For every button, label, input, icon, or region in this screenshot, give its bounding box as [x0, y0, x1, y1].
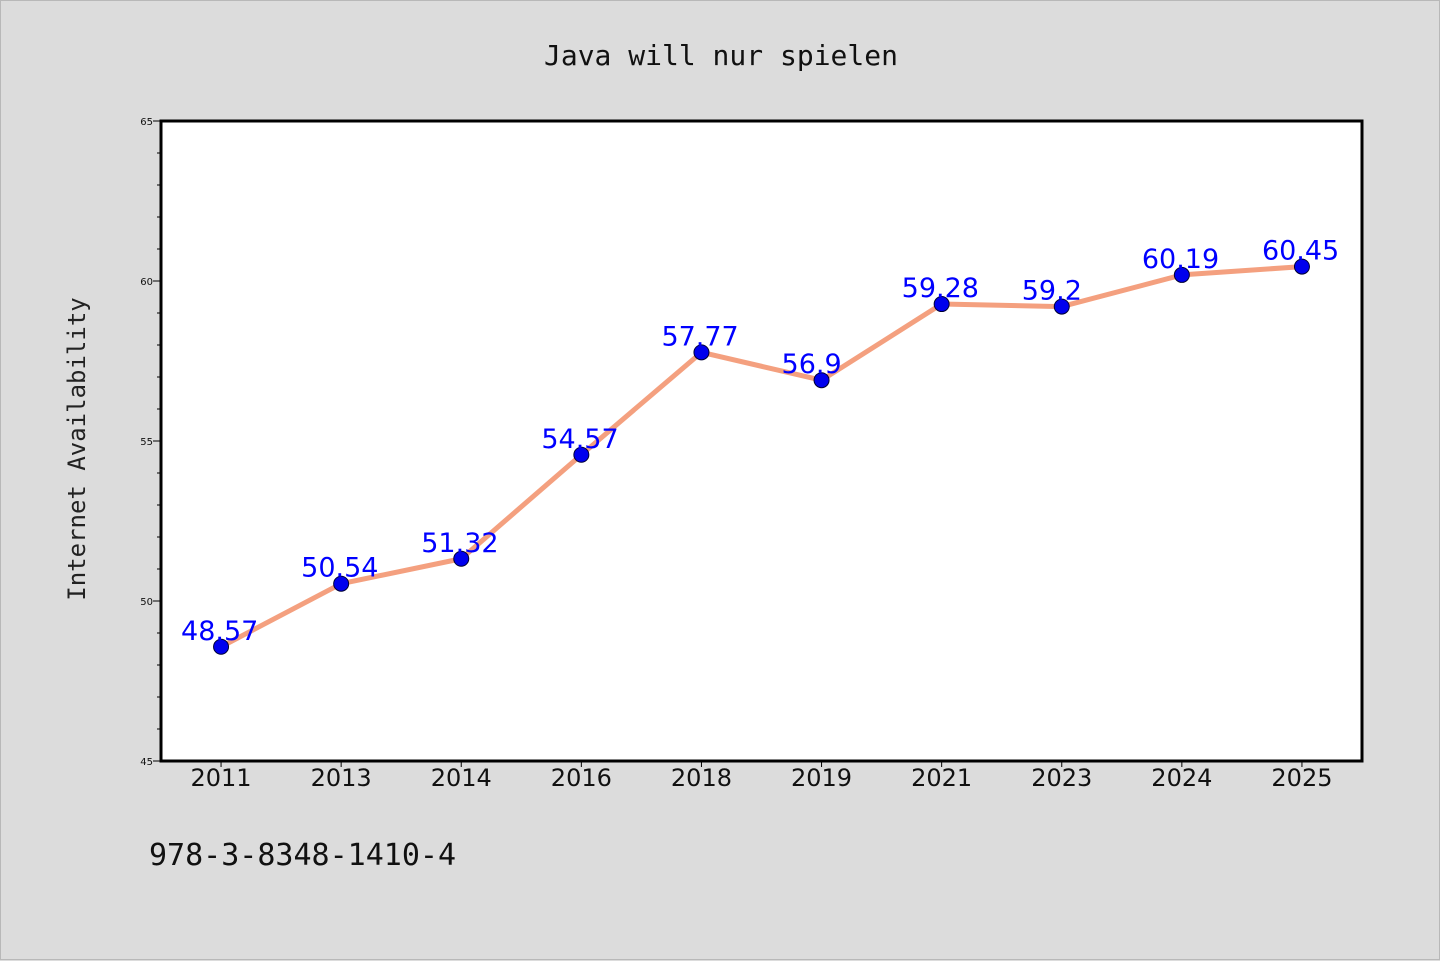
y-tick-label-0: 45	[140, 757, 153, 768]
data-point-2013	[333, 575, 350, 592]
data-label-2023: 59.2	[1022, 276, 1082, 307]
data-label-2021: 59.28	[902, 273, 979, 304]
data-label-2024: 60.19	[1142, 244, 1219, 275]
x-tick-label-0: 2011	[191, 764, 252, 792]
x-tick-label-3: 2016	[551, 764, 612, 792]
x-tick-label-6: 2021	[911, 764, 972, 792]
x-tick-label-8: 2024	[1151, 764, 1212, 792]
data-point-2014	[453, 550, 470, 567]
chart-title: Java will nur spielen	[544, 39, 898, 72]
y-axis-label: Internet Availability	[63, 297, 91, 600]
data-point-2025	[1293, 258, 1310, 275]
x-tick-label-1: 2013	[311, 764, 372, 792]
isbn-annotation: 978-3-8348-1410-4	[149, 838, 456, 873]
data-point-2011	[213, 638, 230, 655]
y-axis-ticks: 45 50 55 60 65	[140, 117, 161, 768]
plot-area	[161, 121, 1362, 761]
data-labels: 48.57 50.54 51.32 54.57 57.77 56.9 59.28 59.2 60…	[181, 236, 1339, 647]
data-label-2019: 56.9	[782, 349, 842, 380]
data-label-2016: 54.57	[541, 424, 618, 455]
data-label-2011: 48.57	[181, 616, 258, 647]
data-point-2019	[813, 372, 830, 389]
y-tick-label-1: 50	[140, 597, 153, 608]
data-point-2023	[1053, 298, 1070, 315]
data-point-2021	[933, 296, 950, 313]
x-tick-label-2: 2014	[431, 764, 492, 792]
series-line-group	[218, 264, 1305, 650]
data-point-2016	[573, 446, 590, 463]
y-tick-label-4: 65	[140, 117, 153, 128]
data-label-2018: 57.77	[661, 321, 738, 352]
x-tick-label-7: 2023	[1031, 764, 1092, 792]
y-tick-label-2: 55	[140, 437, 153, 448]
data-point-2024	[1173, 266, 1190, 283]
y-tick-label-3: 60	[140, 277, 153, 288]
x-tick-label-9: 2025	[1271, 764, 1332, 792]
data-label-2025: 60.45	[1262, 236, 1339, 267]
series-markers	[213, 258, 1310, 655]
plot-border	[159, 119, 1364, 763]
data-label-2014: 51.32	[421, 528, 498, 559]
x-tick-label-5: 2019	[791, 764, 852, 792]
series-line	[218, 264, 1305, 650]
x-axis-ticks: 2011 2013 2014 2016 2018 2019 2021 2023 2024 2025	[191, 761, 1332, 792]
data-label-2013: 50.54	[301, 553, 378, 584]
data-point-2018	[693, 344, 710, 361]
x-tick-label-4: 2018	[671, 764, 732, 792]
